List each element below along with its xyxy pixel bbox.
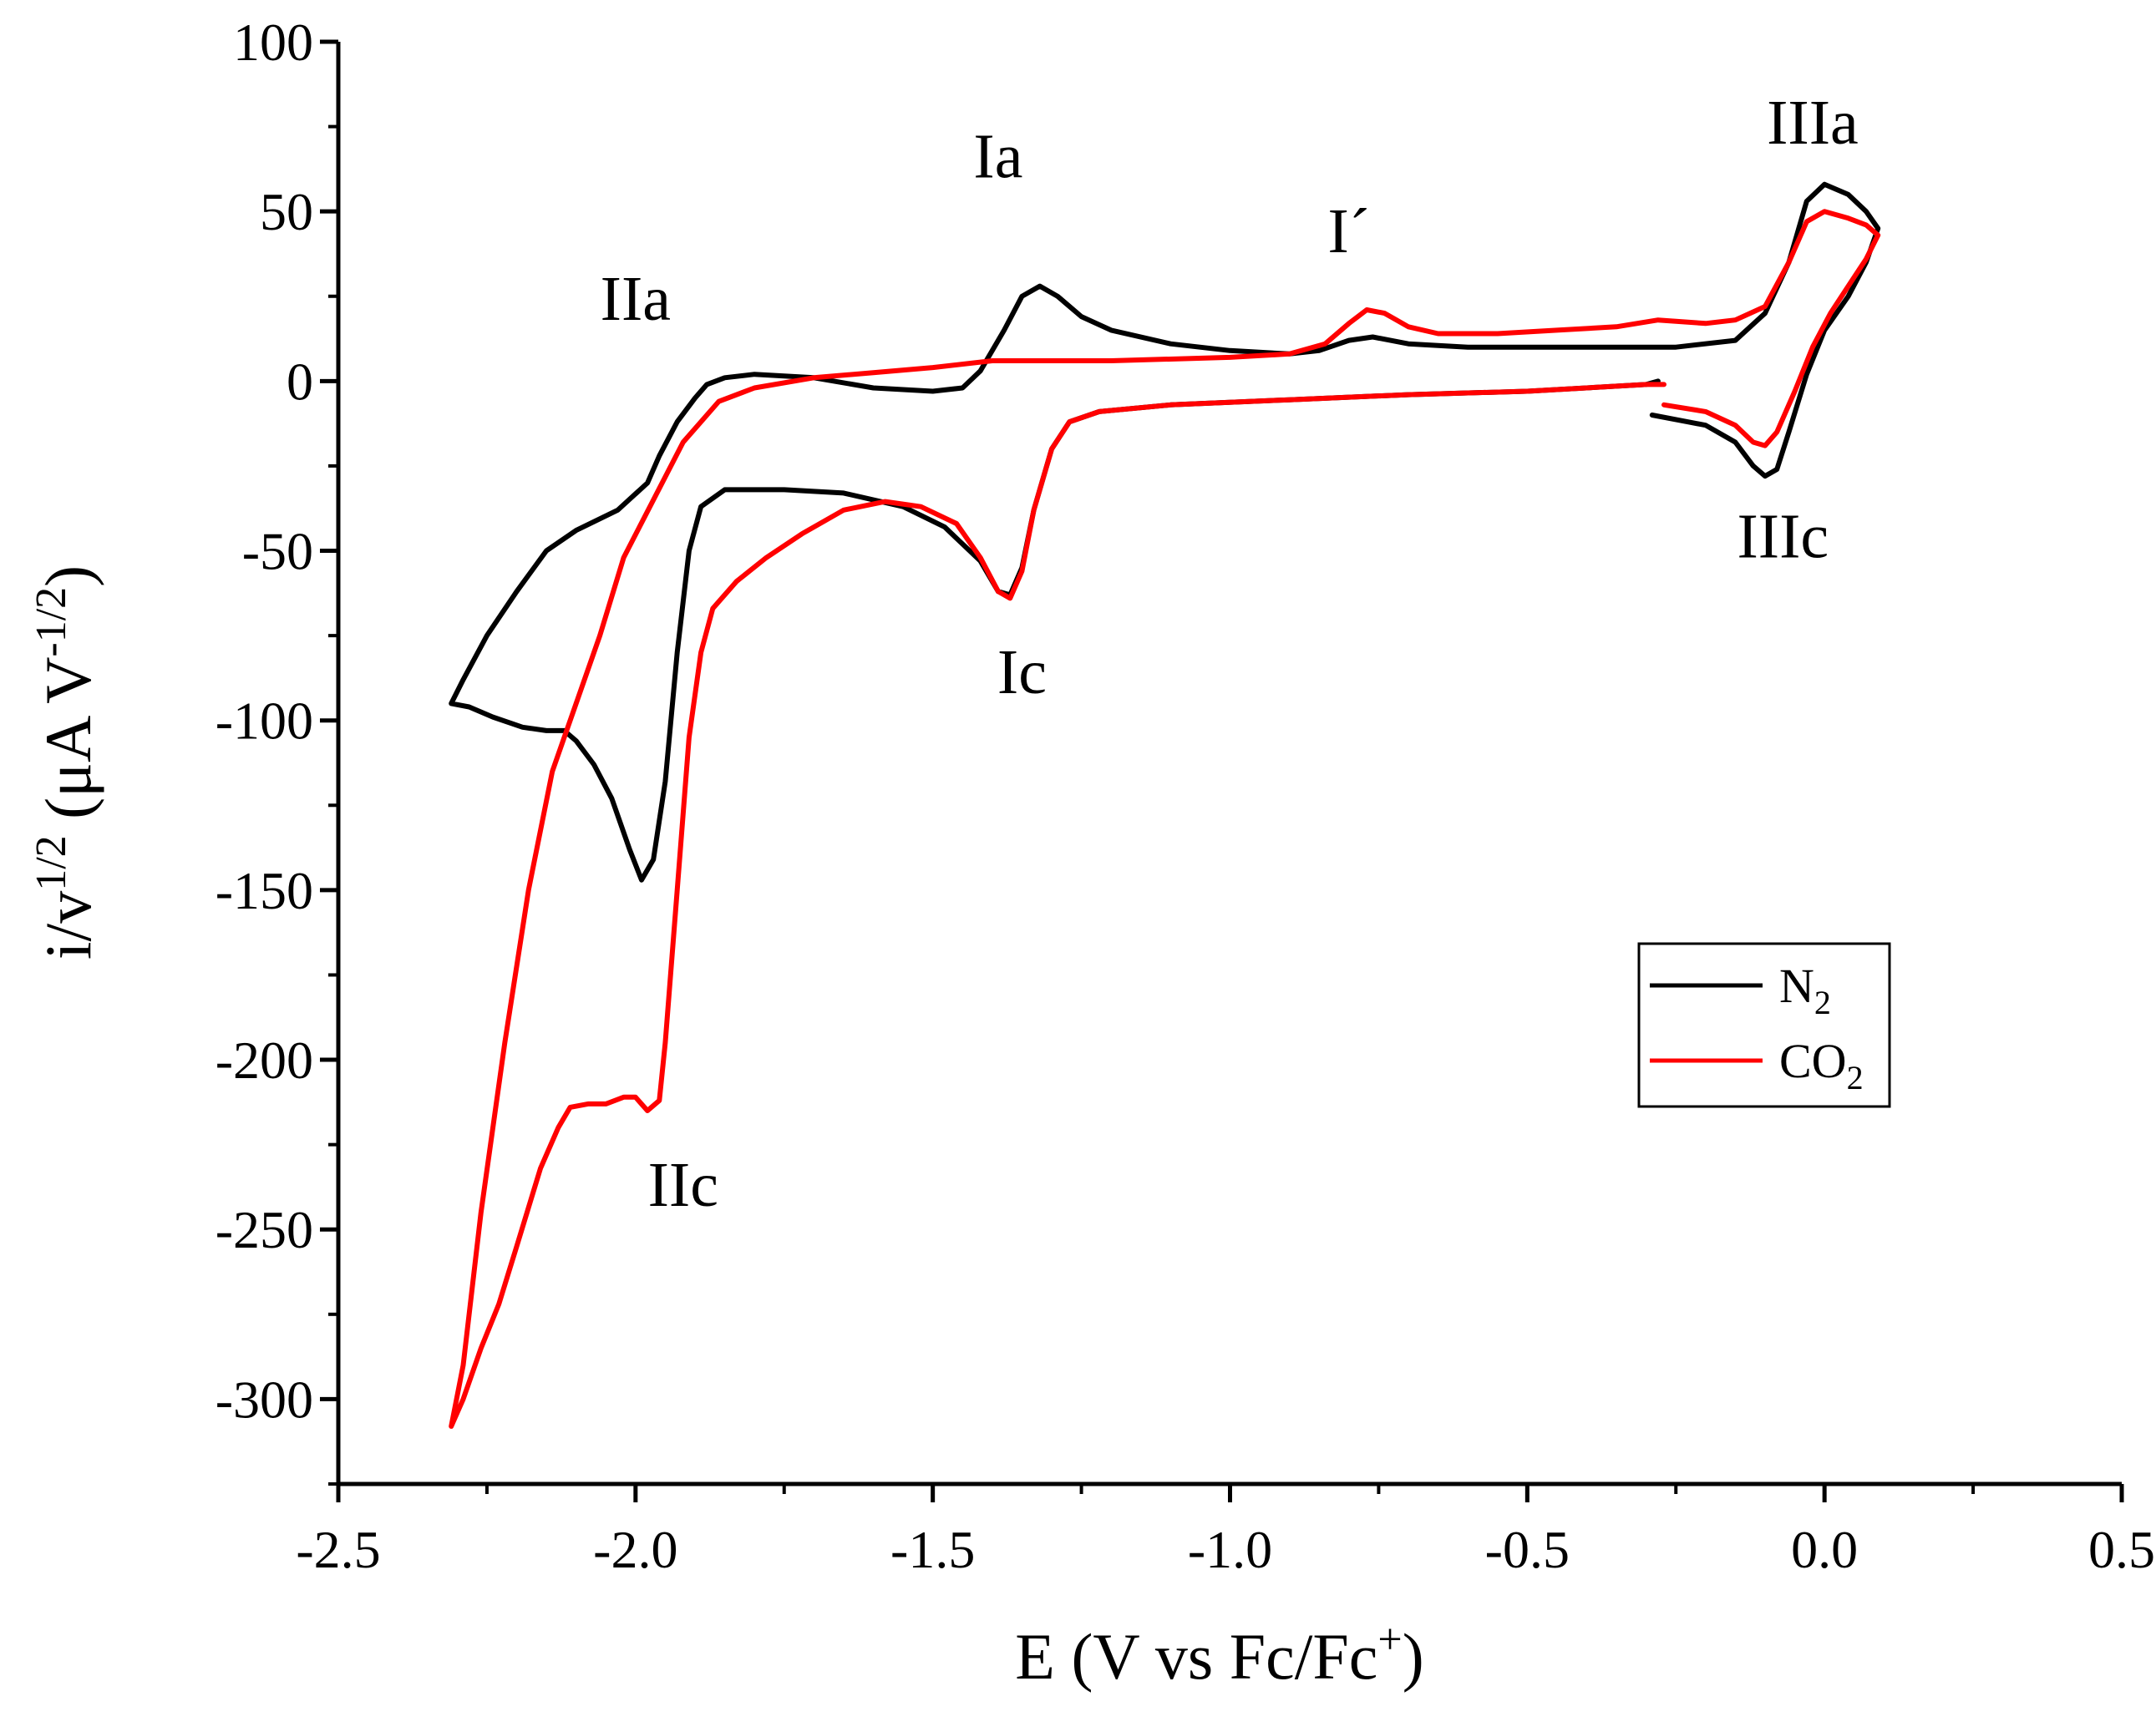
peak-annotations: IIa Ia I´ IIIa Ic IIIc IIc — [601, 88, 1859, 1220]
y-tick-label: -50 — [242, 522, 313, 581]
x-ticks: -2.5 -2.0 -1.5 -1.0 -0.5 0.0 0.5 — [296, 1484, 2155, 1579]
y-tick-label: -250 — [216, 1200, 313, 1259]
y-tick-label: -100 — [216, 691, 313, 751]
y-tick-label: -150 — [216, 861, 313, 920]
x-tick-label: -2.0 — [593, 1520, 677, 1579]
legend: N2 CO2 — [1637, 942, 1891, 1108]
x-tick-label: -0.5 — [1485, 1520, 1570, 1579]
peak-label: IIa — [601, 264, 671, 334]
x-axis-title: E (V vs Fc/Fc+) — [1015, 1616, 1423, 1693]
legend-label-co2: CO2 — [1779, 1034, 1864, 1096]
x-tick-label: -1.5 — [890, 1520, 975, 1579]
x-tick-label: 0.0 — [1791, 1520, 1858, 1579]
peak-label: I´ — [1328, 196, 1371, 266]
y-tick-label: -200 — [216, 1031, 313, 1090]
legend-label-n2: N2 — [1779, 959, 1831, 1021]
y-axis-title: i/v1/2 (μA V-1/2) — [28, 565, 104, 960]
y-tick-label: 100 — [233, 13, 313, 72]
x-tick-label: 0.5 — [2088, 1520, 2155, 1579]
x-tick-label: -2.5 — [296, 1520, 380, 1579]
peak-label: IIc — [648, 1150, 718, 1220]
peak-label: IIIa — [1767, 88, 1859, 158]
axes — [336, 42, 2122, 1486]
y-ticks: -300 -250 -200 -150 -100 -50 0 50 100 — [216, 13, 338, 1486]
series-line-co2 — [449, 209, 1881, 1429]
series-layer — [449, 181, 1881, 1429]
peak-label: Ic — [997, 637, 1047, 707]
peak-label: Ia — [973, 122, 1022, 192]
peak-label: IIIc — [1737, 502, 1829, 572]
x-tick-label: -1.0 — [1188, 1520, 1272, 1579]
y-tick-label: -300 — [216, 1370, 313, 1429]
series-line-n2 — [449, 181, 1881, 883]
y-tick-label: 0 — [287, 352, 313, 411]
y-tick-label: 50 — [260, 182, 313, 241]
legend-box — [1637, 942, 1891, 1108]
